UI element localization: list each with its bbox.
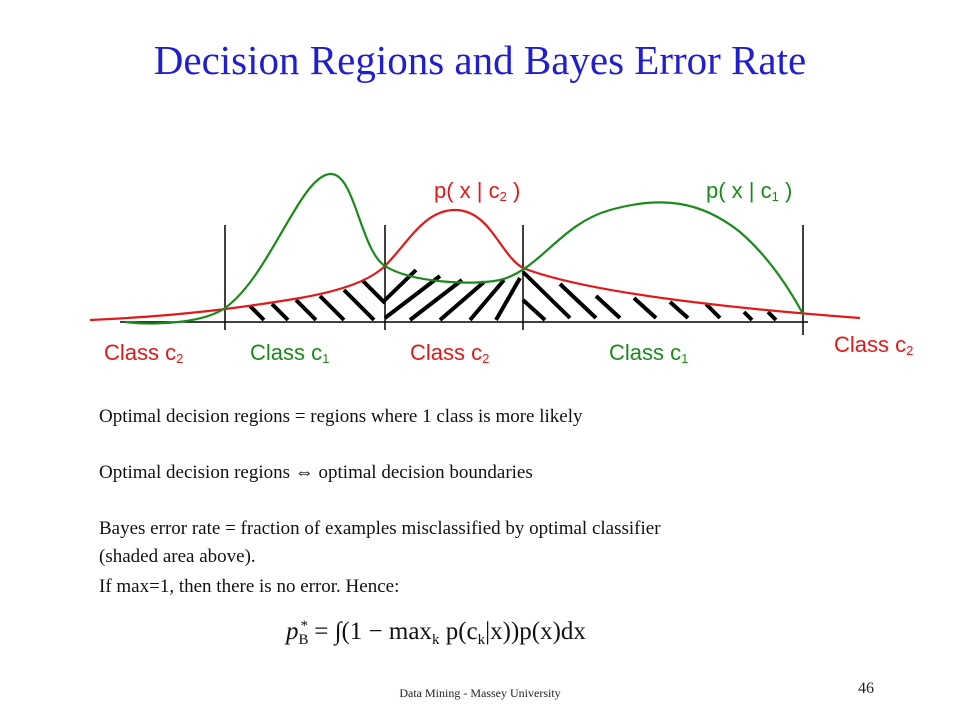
label-p-x-c1: p( x | c1 ) — [706, 178, 793, 204]
slide-title: Decision Regions and Bayes Error Rate — [153, 37, 807, 83]
text-line-3: Bayes error rate = fraction of examples … — [99, 518, 661, 539]
text-line-5: If max=1, then there is no error. Hence: — [99, 576, 400, 597]
text-line-4: (shaded area above). — [99, 546, 256, 567]
region-label-5: Class c2 — [834, 332, 914, 358]
text-line-2: Optimal decision regions ⇔ optimal decis… — [99, 462, 533, 483]
slide-footer: Data Mining - Massey University — [399, 686, 561, 700]
page-number: 46 — [858, 680, 874, 697]
region-label-1: Class c2 — [104, 340, 184, 366]
bayes-error-formula: pB* = ∫(1 − maxk p(ck|x))p(x)dx — [286, 618, 586, 648]
curve-p-x-c1 — [124, 172, 804, 325]
text-line-1: Optimal decision regions = regions where… — [99, 406, 583, 427]
error-hatching — [248, 268, 778, 322]
label-p-x-c2: p( x | c2 ) — [434, 178, 521, 204]
region-label-4: Class c1 — [609, 340, 689, 366]
region-label-2: Class c1 — [250, 340, 330, 366]
curve-p-x-c2 — [89, 208, 861, 322]
region-label-3: Class c2 — [410, 340, 490, 366]
